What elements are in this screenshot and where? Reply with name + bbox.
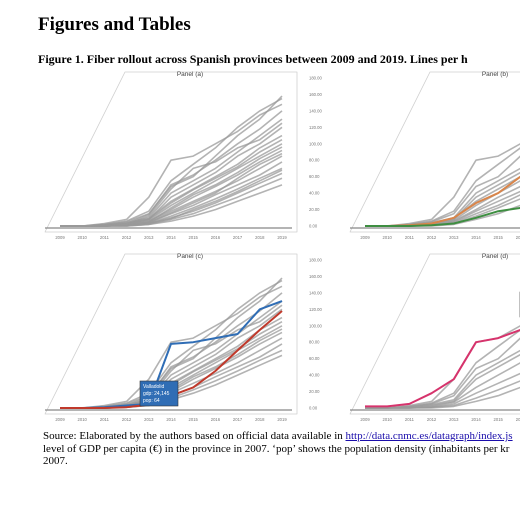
x-tick-label: 2012 — [427, 417, 437, 422]
source-prefix: Source: Elaborated by the authors based … — [43, 430, 346, 442]
y-tick-label: 40.00 — [309, 373, 320, 378]
highlight-line — [365, 328, 520, 408]
y-tick-label: 100.00 — [309, 323, 322, 328]
x-tick-label: 2012 — [122, 235, 132, 240]
panel-frame — [44, 253, 298, 415]
highlight-line — [365, 206, 520, 227]
source-line-1: Source: Elaborated by the authors based … — [43, 430, 520, 443]
y-tick-label: 140.00 — [309, 290, 322, 295]
source-note: Source: Elaborated by the authors based … — [43, 430, 520, 468]
panel-frame — [349, 71, 520, 233]
y-tick-label: 20.00 — [309, 207, 320, 212]
x-tick-label: 2018 — [255, 417, 265, 422]
x-tick-label: 2013 — [144, 235, 154, 240]
x-tick-label: 2012 — [122, 417, 132, 422]
y-tick-label: 120.00 — [309, 125, 322, 130]
chart-panel-4: Panel (d) 2009 2010 2011 2012 2013 2014 2015 201… — [349, 253, 520, 422]
y-tick-label: 0.00 — [309, 224, 318, 229]
y-tick-label: 100.00 — [309, 141, 322, 146]
series-line — [365, 349, 520, 409]
x-tick-label: 2011 — [405, 417, 415, 422]
figure-caption: Figure 1. Fiber rollout across Spanish p… — [38, 52, 468, 66]
x-tick-label: 2014 — [166, 417, 176, 422]
x-tick-label: 2019 — [277, 235, 287, 240]
x-tick-label: 2017 — [233, 417, 243, 422]
x-tick-label: 2009 — [55, 235, 65, 240]
x-tick-label: 2015 — [189, 235, 199, 240]
series-line — [365, 329, 520, 409]
series-line — [365, 386, 520, 409]
y-tick-label: 60.00 — [309, 356, 320, 361]
section-heading: Figures and Tables — [38, 14, 191, 35]
series-line — [365, 143, 520, 227]
chart-panel-2: Panel (b) 2009 2010 2011 2012 2013 2014 2015 201… — [349, 71, 520, 240]
x-tick-label: 2013 — [449, 235, 459, 240]
annotation-text: Valladolid — [143, 384, 165, 390]
annotation-text: pop: 64 — [143, 398, 160, 404]
series-line — [365, 167, 520, 227]
x-tick-label: 2017 — [233, 235, 243, 240]
chart-panel-3: Panel (c) 0.00 20.00 40.00 60.00 80.00 100.00 1… — [44, 253, 322, 422]
y-tick-label: 40.00 — [309, 191, 320, 196]
x-tick-label: 2019 — [277, 417, 287, 422]
chart-panel-1: Panel (a) 0.00 20.00 40.00 60.00 80.00 100.00 1… — [44, 71, 322, 240]
x-tick-label: 2018 — [255, 235, 265, 240]
x-tick-label: 2016 — [516, 417, 520, 422]
source-line-2: level of GDP per capita (€) in the provi… — [43, 442, 510, 455]
x-tick-label: 2011 — [405, 235, 415, 240]
x-tick-label: 2015 — [189, 417, 199, 422]
x-tick-label: 2014 — [471, 417, 481, 422]
source-link[interactable]: http://data.cnmc.es/datagraph/index.js — [345, 430, 513, 442]
y-tick-label: 180.00 — [309, 258, 322, 263]
y-tick-label: 160.00 — [309, 274, 322, 279]
annotation-text: gdp: 24,145 — [143, 391, 170, 397]
series-line — [60, 139, 283, 227]
x-tick-label: 2011 — [100, 417, 110, 422]
x-tick-label: 2010 — [78, 417, 88, 422]
y-tick-label: 160.00 — [309, 92, 322, 97]
series-line — [60, 285, 283, 409]
x-tick-label: 2009 — [360, 235, 370, 240]
y-tick-label: 180.00 — [309, 76, 322, 81]
panel-frame — [349, 253, 520, 415]
x-tick-label: 2012 — [427, 235, 437, 240]
y-tick-label: 60.00 — [309, 174, 320, 179]
y-tick-label: 120.00 — [309, 307, 322, 312]
x-tick-label: 2009 — [55, 417, 65, 422]
y-tick-label: 80.00 — [309, 340, 320, 345]
annotation-box — [139, 380, 179, 407]
x-tick-label: 2010 — [78, 235, 88, 240]
figure-svg: Panel (a) 0.00 20.00 40.00 60.00 80.00 100.00 1… — [44, 71, 520, 422]
y-tick-label: 0.00 — [309, 406, 318, 411]
x-tick-label: 2016 — [516, 235, 520, 240]
series-line — [60, 103, 283, 227]
x-tick-label: 2010 — [383, 235, 393, 240]
x-tick-label: 2009 — [360, 417, 370, 422]
series-line — [365, 337, 520, 409]
x-tick-label: 2013 — [144, 417, 154, 422]
y-tick-label: 140.00 — [309, 108, 322, 113]
x-tick-label: 2010 — [383, 417, 393, 422]
x-tick-label: 2016 — [211, 235, 221, 240]
panel-title: Panel (a) — [177, 71, 203, 78]
source-line-3: 2007. — [43, 455, 68, 467]
x-tick-label: 2014 — [471, 235, 481, 240]
x-tick-label: 2015 — [494, 417, 504, 422]
x-tick-label: 2015 — [494, 235, 504, 240]
x-tick-label: 2013 — [449, 417, 459, 422]
y-tick-label: 80.00 — [309, 158, 320, 163]
panel-title: Panel (b) — [482, 71, 508, 78]
series-line — [365, 147, 520, 227]
panel-frame — [44, 71, 298, 233]
panel-title: Panel (c) — [177, 253, 203, 260]
figure-panels: Panel (a) 0.00 20.00 40.00 60.00 80.00 100.00 1… — [40, 66, 520, 426]
y-tick-label: 20.00 — [309, 389, 320, 394]
x-tick-label: 2016 — [211, 417, 221, 422]
x-tick-label: 2014 — [166, 235, 176, 240]
panel-title: Panel (d) — [482, 253, 508, 260]
x-tick-label: 2011 — [100, 235, 110, 240]
